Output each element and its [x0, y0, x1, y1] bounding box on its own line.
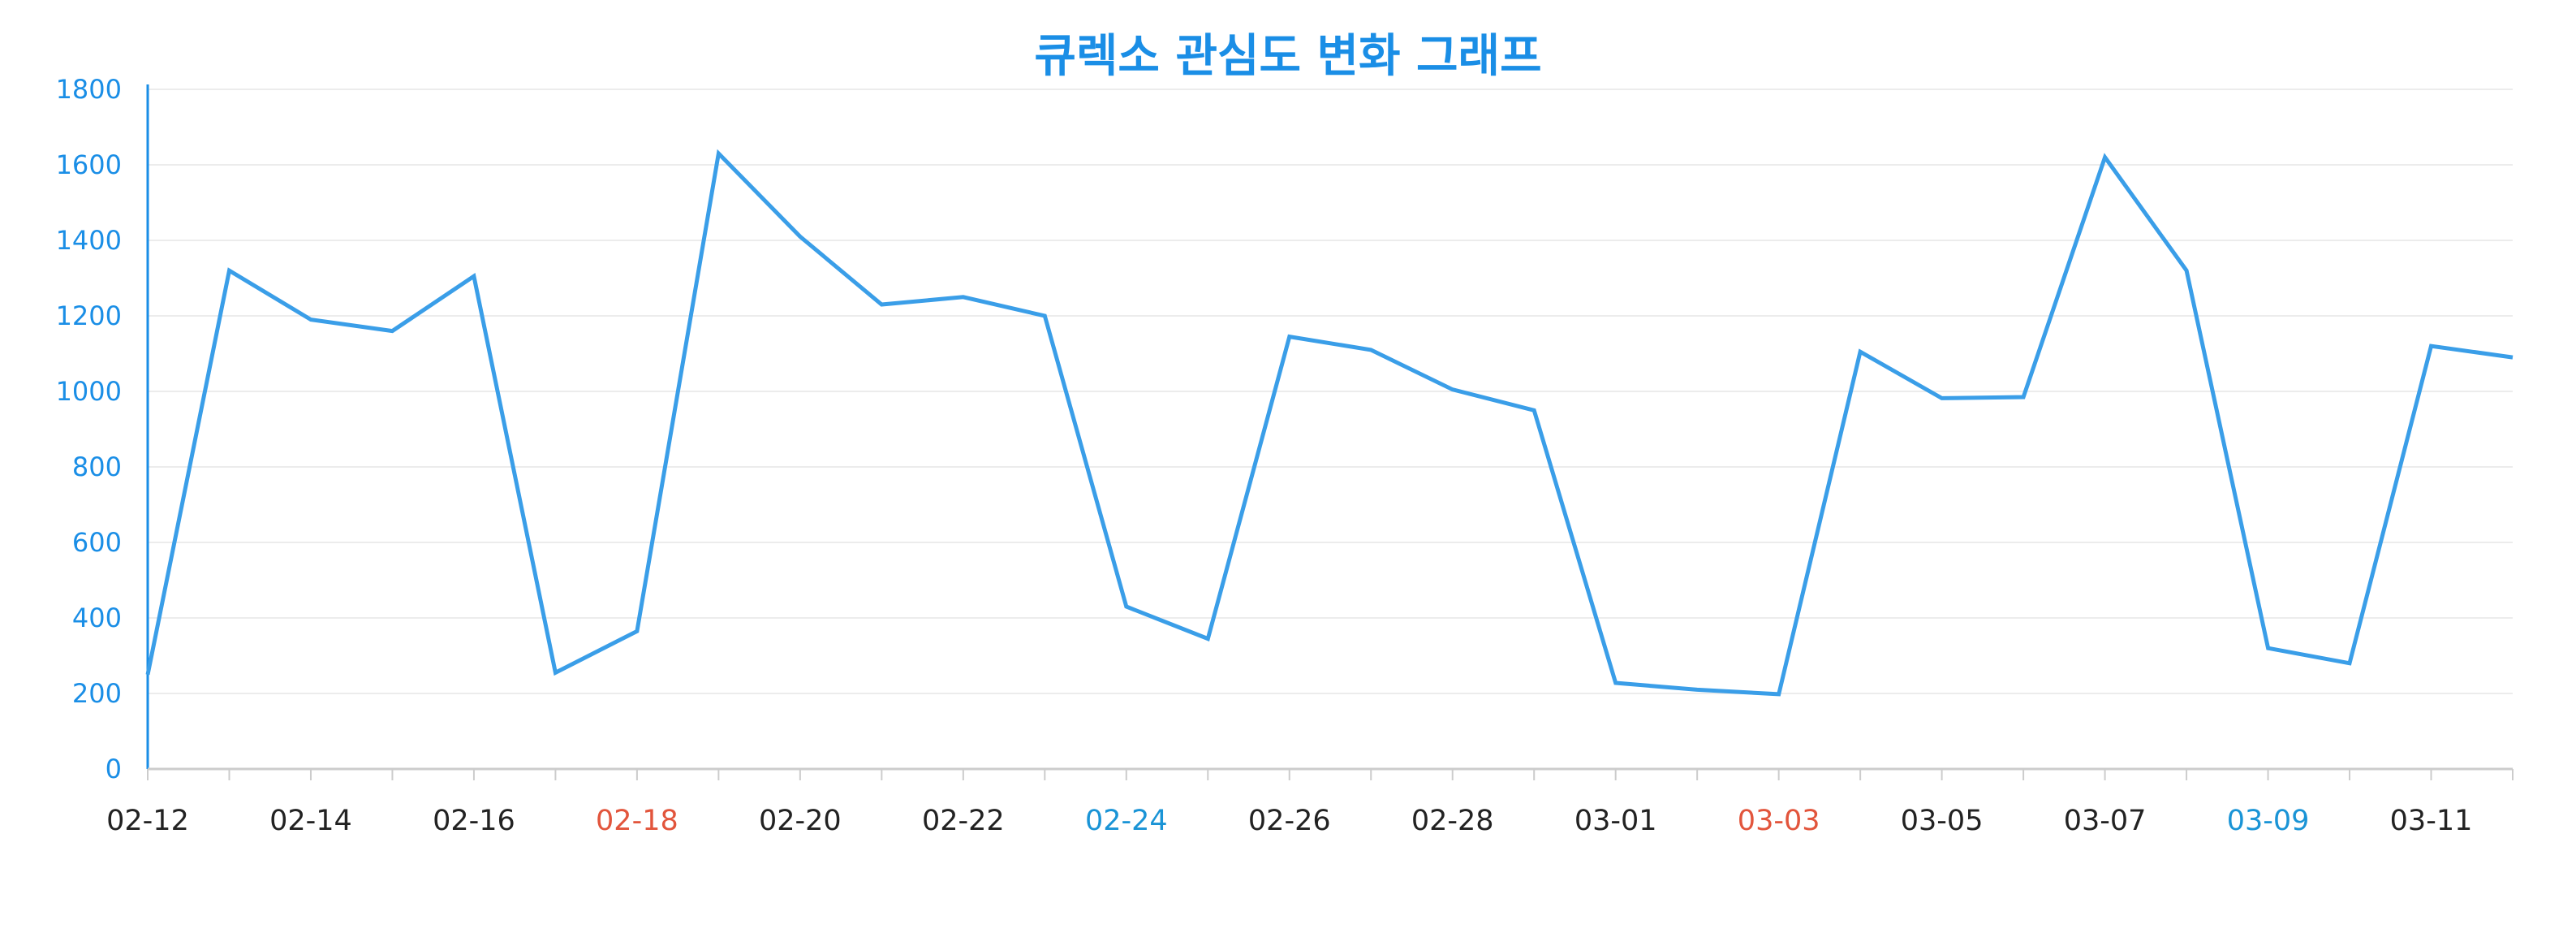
x-tick-label: 02-14 — [269, 805, 352, 837]
x-tick-label: 02-16 — [433, 805, 515, 837]
data-point — [1287, 335, 1292, 339]
data-point — [1613, 680, 1618, 685]
chart-title: 큐렉소 관심도 변화 그래프 — [1034, 30, 1542, 83]
x-tick-label: 03-05 — [1901, 805, 1984, 837]
data-point — [226, 268, 231, 273]
data-point — [472, 274, 476, 279]
y-tick-label: 400 — [72, 603, 122, 633]
data-point — [1450, 387, 1455, 392]
x-tick-label: 02-12 — [106, 805, 189, 837]
series-line — [145, 149, 2514, 697]
data-point — [2510, 355, 2515, 360]
data-point — [716, 151, 721, 156]
x-tick-label: 02-22 — [922, 805, 1005, 837]
x-tick-label: 03-01 — [1574, 805, 1657, 837]
data-point — [2347, 661, 2352, 666]
data-point — [308, 317, 313, 322]
data-point — [2021, 395, 2026, 400]
x-tick-label: 02-24 — [1085, 805, 1168, 837]
data-point — [2266, 646, 2271, 650]
data-point — [1124, 604, 1129, 609]
data-point — [1940, 395, 1945, 400]
y-tick-label: 1600 — [56, 149, 122, 180]
data-point — [1368, 348, 1373, 352]
y-tick-label: 1000 — [56, 376, 122, 407]
data-point — [553, 670, 558, 675]
data-point — [1531, 408, 1536, 413]
x-tick-label: 02-20 — [759, 805, 842, 837]
x-tick-label: 02-26 — [1248, 805, 1331, 837]
data-point — [1205, 637, 1210, 641]
x-tick-label: 03-09 — [2227, 805, 2310, 837]
x-tick-label: 02-28 — [1411, 805, 1494, 837]
data-point — [798, 234, 803, 239]
y-tick-label: 800 — [72, 451, 122, 482]
data-point — [1777, 692, 1781, 697]
data-point — [1695, 687, 1699, 692]
data-point — [961, 295, 966, 300]
data-point — [145, 672, 150, 677]
data-point — [635, 628, 640, 633]
data-point — [2184, 268, 2189, 273]
x-tick-label: 03-11 — [2390, 805, 2473, 837]
data-point — [2103, 155, 2108, 160]
x-tick-label: 03-03 — [1738, 805, 1820, 837]
data-point — [1858, 349, 1863, 354]
y-tick-label: 1200 — [56, 300, 122, 331]
data-point — [390, 329, 394, 334]
data-point — [879, 302, 884, 307]
y-tick-label: 200 — [72, 678, 122, 709]
data-point — [1042, 313, 1047, 318]
x-tick-label: 02-18 — [596, 805, 678, 837]
y-tick-label: 0 — [106, 754, 122, 784]
x-tick-label: 03-07 — [2064, 805, 2147, 837]
data-point — [2429, 343, 2434, 348]
y-tick-label: 1400 — [56, 225, 122, 256]
y-tick-label: 600 — [72, 527, 122, 558]
y-tick-label: 1800 — [56, 74, 122, 105]
